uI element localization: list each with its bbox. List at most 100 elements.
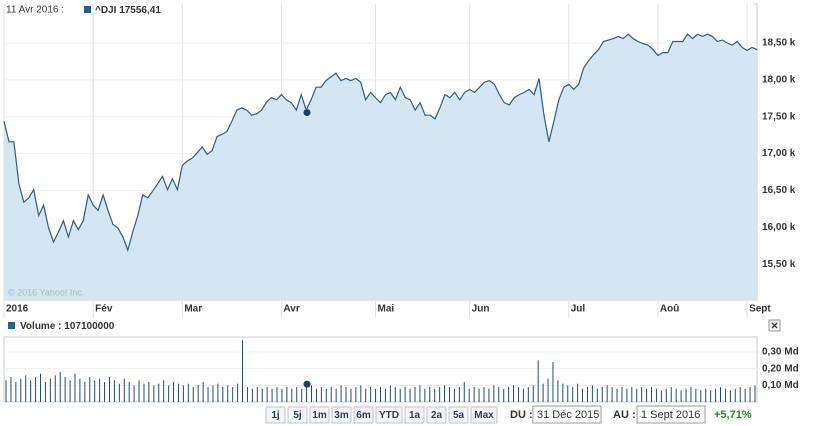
range-button[interactable] [309, 406, 330, 424]
volume-bar [291, 388, 293, 402]
volume-bar [394, 387, 396, 402]
volume-bar [557, 380, 559, 402]
range-label: 6m [356, 410, 371, 421]
volume-bar [74, 373, 76, 402]
volume-bar [705, 388, 707, 402]
volume-bar [25, 375, 27, 402]
volume-bar [143, 383, 145, 402]
range-label: 2a [431, 410, 443, 421]
x-tick-label: Jun [472, 304, 490, 315]
volume-bar [153, 385, 155, 402]
volume-bar [567, 385, 569, 402]
volume-bar [69, 380, 71, 402]
to-label: AU : [613, 409, 636, 421]
volume-bar [35, 377, 37, 402]
volume-bar [251, 388, 253, 402]
volume-bar [641, 387, 643, 402]
volume-bar [276, 387, 278, 402]
volume-bar [94, 380, 96, 402]
volume-bar [15, 382, 17, 402]
to-input[interactable] [636, 405, 706, 424]
volume-bar [330, 387, 332, 402]
y-tick-label: 16,00 k [762, 222, 796, 233]
range-label: 1j [271, 410, 280, 421]
range-button[interactable] [353, 406, 374, 424]
legend-swatch [8, 322, 15, 329]
volume-bar [133, 385, 135, 402]
x-tick-label: 2016 [6, 304, 29, 315]
hover-dot [303, 380, 311, 388]
y-tick-label: 15,50 k [762, 259, 796, 270]
volume-bar [222, 387, 224, 402]
volume-bar [232, 387, 234, 402]
volume-bar [128, 382, 130, 402]
hover-dot [303, 109, 311, 117]
volume-bar [670, 387, 672, 402]
range-label: 3m [334, 410, 349, 421]
x-tick-label: Sept [749, 304, 771, 315]
x-tick-label: Fév [95, 304, 113, 315]
volume-bar [611, 387, 613, 402]
legend-swatch [84, 6, 91, 13]
volume-bar [345, 387, 347, 402]
volume-bar [596, 388, 598, 402]
change: +5,71% [714, 409, 752, 421]
volume-bar [646, 388, 648, 402]
range-button[interactable] [265, 406, 286, 424]
volume-bar [54, 375, 56, 402]
volume-bar [508, 387, 510, 402]
volume-bar [212, 385, 214, 402]
volume-bar [79, 378, 81, 402]
range-button[interactable] [448, 406, 469, 424]
volume-bar [380, 387, 381, 402]
volume-bar [49, 378, 51, 402]
volume-bar [384, 388, 386, 402]
from-label: DU : [510, 409, 533, 421]
volume-bar [572, 387, 574, 402]
volume-bar [271, 388, 273, 402]
range-button[interactable] [287, 406, 308, 424]
range-button[interactable] [426, 406, 447, 424]
legend-name: ^DJI [95, 5, 117, 16]
volume-bar [739, 387, 741, 402]
volume-bar [734, 388, 736, 402]
volume-bar [503, 388, 505, 402]
volume-bar [513, 385, 515, 402]
volume-bar [335, 388, 337, 402]
legend-bg [4, 2, 754, 17]
volume-bar [44, 382, 46, 402]
volume-bar [39, 373, 41, 402]
volume-bar [242, 340, 244, 402]
range-button[interactable] [470, 406, 498, 424]
volume-bar [123, 378, 125, 402]
volume-bar [577, 383, 579, 402]
volume-bar [675, 388, 677, 402]
range-label: Max [474, 410, 494, 421]
volume-bar [163, 380, 165, 402]
volume-bar [360, 385, 362, 402]
volume-bar [493, 385, 495, 402]
volume-bar [118, 383, 120, 402]
volume-bar [724, 388, 726, 402]
volume-bar [468, 388, 470, 402]
volume-bar [616, 388, 618, 402]
volume-bar [695, 388, 697, 402]
y-tick-label: 17,50 k [762, 111, 796, 122]
from-input[interactable] [532, 405, 602, 424]
volume-bar [655, 388, 657, 402]
volume-bar [606, 385, 608, 402]
volume-bar [552, 362, 554, 402]
range-button[interactable] [375, 406, 403, 424]
volume-bar [340, 385, 342, 402]
volume-bar [651, 387, 653, 402]
volume-bar [429, 387, 431, 402]
volume-bar [399, 388, 401, 402]
volume-bar [458, 387, 460, 402]
volume-bar [306, 387, 308, 402]
range-button[interactable] [404, 406, 425, 424]
range-button[interactable] [331, 406, 352, 424]
volume-bar [542, 383, 544, 402]
copyright: © 2016 Yahoo! Inc. [8, 287, 84, 297]
volume-bar [266, 387, 268, 402]
volume-bar [320, 387, 322, 402]
